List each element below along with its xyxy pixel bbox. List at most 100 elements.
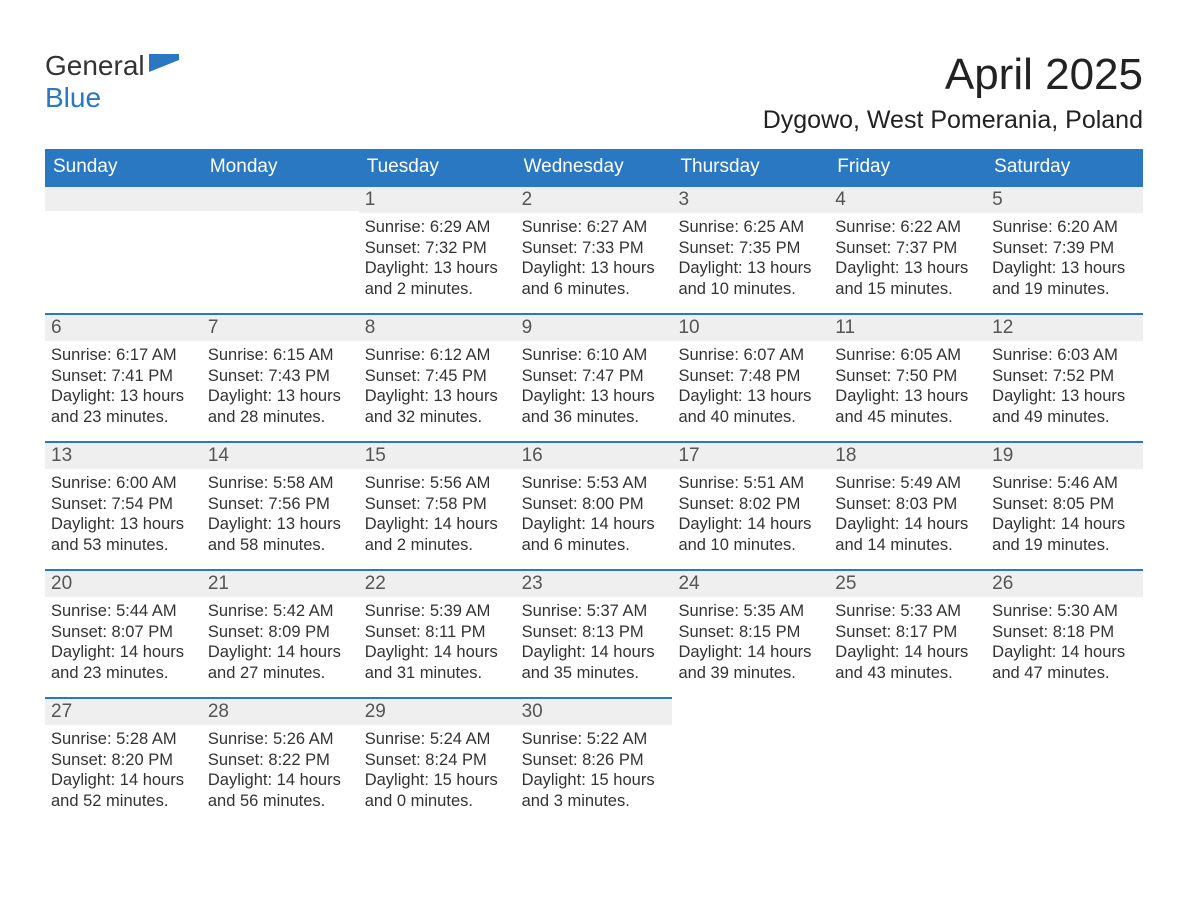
day-details: Sunrise: 6:17 AMSunset: 7:41 PMDaylight:… — [45, 341, 202, 436]
day-details: Sunrise: 6:07 AMSunset: 7:48 PMDaylight:… — [672, 341, 829, 436]
weekday-label: Sunday — [45, 149, 202, 185]
day-number: 8 — [359, 313, 516, 341]
day-cell: 3Sunrise: 6:25 AMSunset: 7:35 PMDaylight… — [672, 185, 829, 313]
day-cell: 22Sunrise: 5:39 AMSunset: 8:11 PMDayligh… — [359, 569, 516, 697]
day-cell: 29Sunrise: 5:24 AMSunset: 8:24 PMDayligh… — [359, 697, 516, 825]
day-cell: 27Sunrise: 5:28 AMSunset: 8:20 PMDayligh… — [45, 697, 202, 825]
day-details: Sunrise: 6:25 AMSunset: 7:35 PMDaylight:… — [672, 213, 829, 308]
day-cell: 2Sunrise: 6:27 AMSunset: 7:33 PMDaylight… — [516, 185, 673, 313]
day-number: 9 — [516, 313, 673, 341]
day-details: Sunrise: 5:56 AMSunset: 7:58 PMDaylight:… — [359, 469, 516, 564]
day-cell: 15Sunrise: 5:56 AMSunset: 7:58 PMDayligh… — [359, 441, 516, 569]
day-details: Sunrise: 6:27 AMSunset: 7:33 PMDaylight:… — [516, 213, 673, 308]
day-cell: 25Sunrise: 5:33 AMSunset: 8:17 PMDayligh… — [829, 569, 986, 697]
day-details: Sunrise: 5:53 AMSunset: 8:00 PMDaylight:… — [516, 469, 673, 564]
flag-icon — [149, 54, 183, 83]
day-cell: 1Sunrise: 6:29 AMSunset: 7:32 PMDaylight… — [359, 185, 516, 313]
day-number: 3 — [672, 185, 829, 213]
day-cell — [45, 185, 202, 313]
day-number: 1 — [359, 185, 516, 213]
day-cell — [986, 697, 1143, 825]
day-cell: 8Sunrise: 6:12 AMSunset: 7:45 PMDaylight… — [359, 313, 516, 441]
day-cell: 21Sunrise: 5:42 AMSunset: 8:09 PMDayligh… — [202, 569, 359, 697]
page-title: April 2025 — [763, 50, 1143, 100]
day-details: Sunrise: 5:35 AMSunset: 8:15 PMDaylight:… — [672, 597, 829, 692]
day-number: 27 — [45, 697, 202, 725]
day-number: 24 — [672, 569, 829, 597]
day-number: 15 — [359, 441, 516, 469]
day-cell — [202, 185, 359, 313]
day-number: 12 — [986, 313, 1143, 341]
week-row: 1Sunrise: 6:29 AMSunset: 7:32 PMDaylight… — [45, 185, 1143, 313]
day-details: Sunrise: 6:03 AMSunset: 7:52 PMDaylight:… — [986, 341, 1143, 436]
day-number: 28 — [202, 697, 359, 725]
day-cell: 24Sunrise: 5:35 AMSunset: 8:15 PMDayligh… — [672, 569, 829, 697]
day-cell: 12Sunrise: 6:03 AMSunset: 7:52 PMDayligh… — [986, 313, 1143, 441]
weekday-label: Tuesday — [359, 149, 516, 185]
day-number: 18 — [829, 441, 986, 469]
day-number: 10 — [672, 313, 829, 341]
day-cell: 4Sunrise: 6:22 AMSunset: 7:37 PMDaylight… — [829, 185, 986, 313]
day-number: 16 — [516, 441, 673, 469]
day-number: 30 — [516, 697, 673, 725]
page-subtitle: Dygowo, West Pomerania, Poland — [763, 106, 1143, 135]
day-cell — [672, 697, 829, 825]
day-details: Sunrise: 5:58 AMSunset: 7:56 PMDaylight:… — [202, 469, 359, 564]
day-number: 14 — [202, 441, 359, 469]
calendar-body: 1Sunrise: 6:29 AMSunset: 7:32 PMDaylight… — [45, 185, 1143, 825]
logo-word2: Blue — [45, 82, 101, 113]
day-details: Sunrise: 5:26 AMSunset: 8:22 PMDaylight:… — [202, 725, 359, 820]
day-cell: 11Sunrise: 6:05 AMSunset: 7:50 PMDayligh… — [829, 313, 986, 441]
week-row: 13Sunrise: 6:00 AMSunset: 7:54 PMDayligh… — [45, 441, 1143, 569]
day-cell: 30Sunrise: 5:22 AMSunset: 8:26 PMDayligh… — [516, 697, 673, 825]
day-number: 6 — [45, 313, 202, 341]
day-details: Sunrise: 5:22 AMSunset: 8:26 PMDaylight:… — [516, 725, 673, 820]
day-cell — [829, 697, 986, 825]
day-details: Sunrise: 5:28 AMSunset: 8:20 PMDaylight:… — [45, 725, 202, 820]
calendar: SundayMondayTuesdayWednesdayThursdayFrid… — [45, 149, 1143, 825]
day-details: Sunrise: 6:10 AMSunset: 7:47 PMDaylight:… — [516, 341, 673, 436]
day-number: 21 — [202, 569, 359, 597]
weekday-label: Wednesday — [516, 149, 673, 185]
day-details: Sunrise: 5:39 AMSunset: 8:11 PMDaylight:… — [359, 597, 516, 692]
day-cell: 18Sunrise: 5:49 AMSunset: 8:03 PMDayligh… — [829, 441, 986, 569]
day-cell: 9Sunrise: 6:10 AMSunset: 7:47 PMDaylight… — [516, 313, 673, 441]
day-cell: 16Sunrise: 5:53 AMSunset: 8:00 PMDayligh… — [516, 441, 673, 569]
day-cell: 17Sunrise: 5:51 AMSunset: 8:02 PMDayligh… — [672, 441, 829, 569]
day-details: Sunrise: 5:51 AMSunset: 8:02 PMDaylight:… — [672, 469, 829, 564]
day-cell: 7Sunrise: 6:15 AMSunset: 7:43 PMDaylight… — [202, 313, 359, 441]
day-cell: 23Sunrise: 5:37 AMSunset: 8:13 PMDayligh… — [516, 569, 673, 697]
day-cell: 26Sunrise: 5:30 AMSunset: 8:18 PMDayligh… — [986, 569, 1143, 697]
day-number: 20 — [45, 569, 202, 597]
day-cell: 5Sunrise: 6:20 AMSunset: 7:39 PMDaylight… — [986, 185, 1143, 313]
day-details: Sunrise: 6:22 AMSunset: 7:37 PMDaylight:… — [829, 213, 986, 308]
weekday-label: Saturday — [986, 149, 1143, 185]
weekday-label: Thursday — [672, 149, 829, 185]
day-number: 23 — [516, 569, 673, 597]
logo: General Blue — [45, 50, 183, 114]
day-number: 29 — [359, 697, 516, 725]
day-number: 4 — [829, 185, 986, 213]
weekday-label: Friday — [829, 149, 986, 185]
day-cell: 19Sunrise: 5:46 AMSunset: 8:05 PMDayligh… — [986, 441, 1143, 569]
day-details: Sunrise: 6:15 AMSunset: 7:43 PMDaylight:… — [202, 341, 359, 436]
day-details: Sunrise: 5:44 AMSunset: 8:07 PMDaylight:… — [45, 597, 202, 692]
day-cell: 28Sunrise: 5:26 AMSunset: 8:22 PMDayligh… — [202, 697, 359, 825]
day-number: 22 — [359, 569, 516, 597]
day-details: Sunrise: 6:05 AMSunset: 7:50 PMDaylight:… — [829, 341, 986, 436]
day-details: Sunrise: 5:42 AMSunset: 8:09 PMDaylight:… — [202, 597, 359, 692]
day-details: Sunrise: 6:20 AMSunset: 7:39 PMDaylight:… — [986, 213, 1143, 308]
day-details: Sunrise: 6:12 AMSunset: 7:45 PMDaylight:… — [359, 341, 516, 436]
day-number — [45, 185, 202, 211]
title-block: April 2025 Dygowo, West Pomerania, Polan… — [763, 50, 1143, 135]
day-cell: 20Sunrise: 5:44 AMSunset: 8:07 PMDayligh… — [45, 569, 202, 697]
day-cell: 14Sunrise: 5:58 AMSunset: 7:56 PMDayligh… — [202, 441, 359, 569]
day-details: Sunrise: 6:29 AMSunset: 7:32 PMDaylight:… — [359, 213, 516, 308]
day-details: Sunrise: 5:37 AMSunset: 8:13 PMDaylight:… — [516, 597, 673, 692]
day-number: 13 — [45, 441, 202, 469]
day-details: Sunrise: 5:30 AMSunset: 8:18 PMDaylight:… — [986, 597, 1143, 692]
day-number: 26 — [986, 569, 1143, 597]
weekday-header: SundayMondayTuesdayWednesdayThursdayFrid… — [45, 149, 1143, 185]
day-number: 2 — [516, 185, 673, 213]
day-details: Sunrise: 6:00 AMSunset: 7:54 PMDaylight:… — [45, 469, 202, 564]
